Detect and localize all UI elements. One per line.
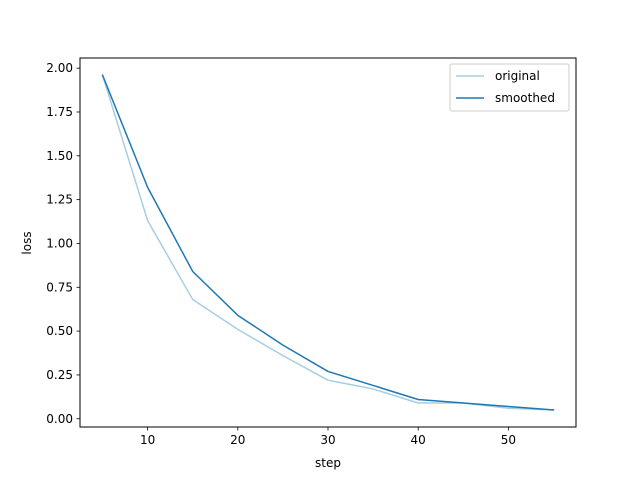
y-tick-label: 1.25: [46, 193, 73, 207]
y-tick-label: 0.25: [46, 368, 73, 382]
x-axis-label: step: [315, 456, 341, 470]
y-tick-label: 0.75: [46, 280, 73, 294]
y-tick-label: 0.00: [46, 412, 73, 426]
y-axis-ticks: 0.00 0.25 0.50 0.75 1.00 1.25 1.50 1.75 2.00: [46, 61, 80, 426]
y-tick-label: 1.00: [46, 236, 73, 250]
x-tick-label: 50: [501, 433, 516, 447]
x-tick-label: 20: [230, 433, 245, 447]
x-tick-label: 10: [140, 433, 155, 447]
series-layer: [101, 74, 555, 411]
series-line-smoothed: [101, 74, 555, 411]
legend-label-original: original: [495, 69, 540, 83]
x-tick-label: 40: [411, 433, 426, 447]
y-tick-label: 1.50: [46, 149, 73, 163]
legend: original smoothed: [449, 63, 570, 112]
x-axis-ticks: 10 20 30 40 50: [140, 427, 516, 447]
y-tick-label: 2.00: [46, 61, 73, 75]
y-tick-label: 1.75: [46, 105, 73, 119]
x-tick-label: 30: [320, 433, 335, 447]
legend-label-smoothed: smoothed: [495, 91, 555, 105]
y-axis-label: loss: [20, 231, 34, 254]
y-tick-label: 0.50: [46, 324, 73, 338]
